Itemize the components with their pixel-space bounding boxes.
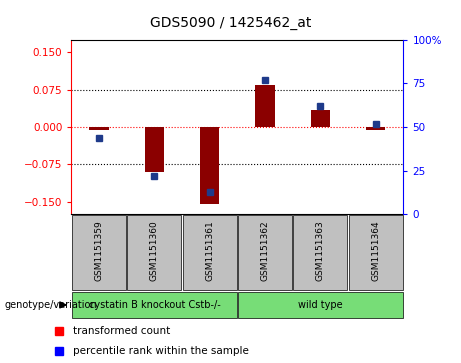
Bar (145, 127, 164, 172)
Bar (255, 85, 275, 127)
Bar (349, 215, 403, 290)
Text: GSM1151363: GSM1151363 (316, 220, 325, 281)
Text: GSM1151362: GSM1151362 (260, 220, 270, 281)
Bar (72, 292, 237, 318)
Text: percentile rank within the sample: percentile rank within the sample (73, 346, 249, 356)
Text: GDS5090 / 1425462_at: GDS5090 / 1425462_at (150, 16, 311, 30)
Bar (72, 215, 126, 290)
Text: GSM1151364: GSM1151364 (371, 220, 380, 281)
Bar (183, 215, 237, 290)
Bar (89, 127, 109, 130)
Bar (238, 292, 403, 318)
Text: GSM1151361: GSM1151361 (205, 220, 214, 281)
Text: genotype/variation: genotype/variation (5, 300, 97, 310)
Bar (200, 127, 219, 204)
Bar (293, 215, 348, 290)
Bar (127, 215, 182, 290)
Bar (311, 110, 330, 127)
Text: transformed count: transformed count (73, 326, 171, 336)
Bar (366, 127, 385, 130)
Text: GSM1151359: GSM1151359 (95, 220, 104, 281)
Bar (238, 215, 292, 290)
Text: wild type: wild type (298, 300, 343, 310)
Text: GSM1151360: GSM1151360 (150, 220, 159, 281)
Text: cystatin B knockout Cstb-/-: cystatin B knockout Cstb-/- (89, 300, 220, 310)
